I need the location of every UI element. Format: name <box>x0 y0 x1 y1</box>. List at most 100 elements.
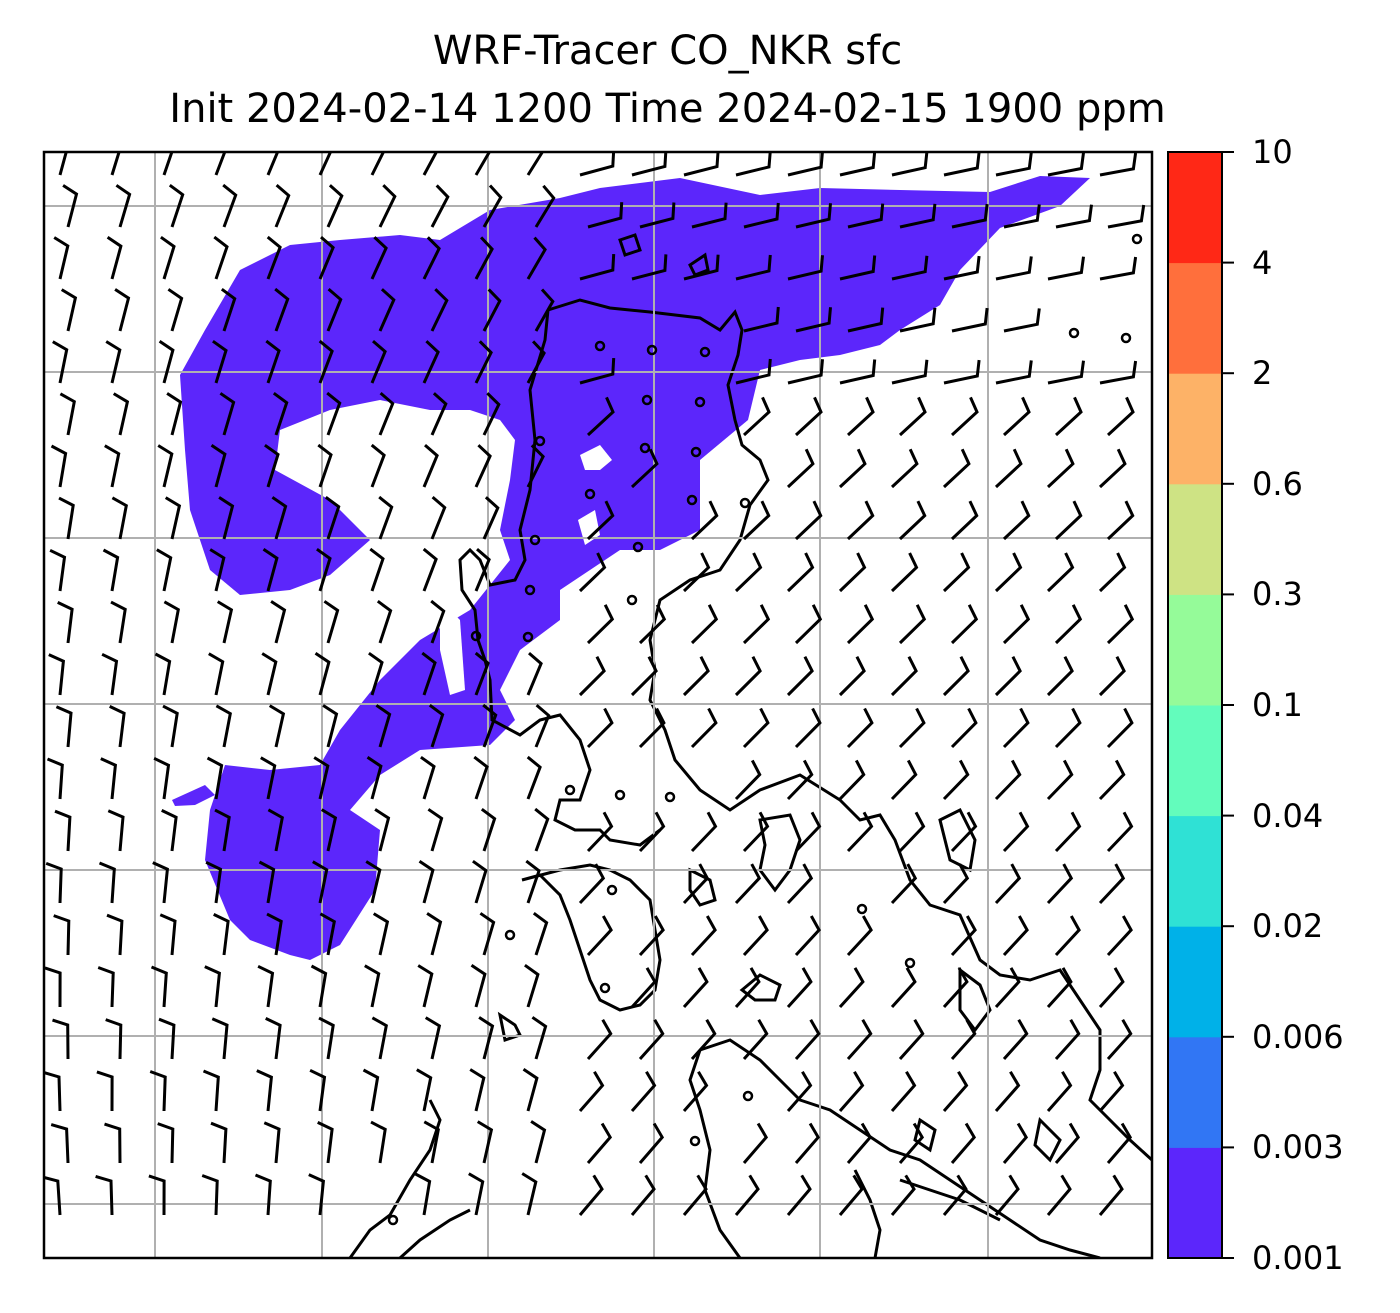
wind-barb <box>372 912 390 956</box>
wind-barb <box>430 495 447 540</box>
colorbar-tick-label: 0.6 <box>1252 464 1303 503</box>
wind-barb <box>96 1070 114 1112</box>
wind-barb <box>50 444 68 488</box>
wind-barb <box>106 236 123 280</box>
wind-barb <box>375 704 392 748</box>
wind-barb <box>370 339 387 384</box>
wind-barb <box>168 183 185 228</box>
wind-barb <box>318 152 333 176</box>
wind-barb <box>690 811 718 853</box>
wind-barb <box>890 656 918 697</box>
wind-barb <box>52 340 69 384</box>
wind-barb <box>162 704 179 748</box>
wind-barb <box>422 236 441 280</box>
wind-barb <box>1106 604 1135 645</box>
wind-barb <box>482 496 500 540</box>
wind-barb <box>426 912 443 956</box>
wind-barb <box>578 656 606 697</box>
wind-barb <box>470 964 487 1008</box>
wind-barb <box>109 705 126 748</box>
wind-barb <box>586 500 615 541</box>
calm-wind-marker <box>686 494 698 506</box>
wind-barb <box>202 1069 220 1112</box>
colorbar-segment <box>1168 705 1222 817</box>
wind-barb <box>630 967 657 1009</box>
wind-barb <box>473 755 489 800</box>
calm-wind-marker <box>646 344 658 356</box>
wind-barb <box>526 236 547 280</box>
wind-barb <box>472 859 488 904</box>
wind-barb <box>256 1069 274 1112</box>
wind-barb <box>1046 1070 1073 1112</box>
wind-barb <box>1046 1174 1072 1216</box>
wind-barb <box>267 808 284 852</box>
wind-barb <box>742 1019 769 1061</box>
wind-barb <box>1003 308 1041 333</box>
wind-barb <box>110 600 127 644</box>
wind-barb <box>1106 915 1133 957</box>
wind-barb <box>417 964 434 1008</box>
wind-barb <box>638 915 665 957</box>
wind-barb <box>1054 396 1083 437</box>
wind-barb <box>794 707 822 749</box>
wind-barb <box>521 1172 538 1216</box>
wind-barb <box>839 152 877 177</box>
wind-barb <box>263 1121 281 1164</box>
wind-barb <box>150 965 168 1008</box>
wind-barb <box>378 184 397 228</box>
wind-barb <box>994 863 1022 905</box>
wind-barb <box>639 202 676 229</box>
wind-barb <box>1098 552 1127 593</box>
wind-barb <box>1099 360 1138 385</box>
calm-wind-marker <box>584 488 596 500</box>
wind-barb <box>630 656 658 697</box>
wind-barb <box>950 500 979 541</box>
colorbar-segment <box>1168 1147 1222 1259</box>
wind-barb <box>114 288 131 332</box>
wind-barb <box>164 496 182 540</box>
wind-barb <box>786 1070 813 1112</box>
coastline <box>618 233 642 257</box>
wind-barb <box>898 500 927 541</box>
wind-barb <box>890 1174 916 1216</box>
wind-barb <box>158 340 175 384</box>
wind-barb <box>1099 256 1138 281</box>
wind-barb <box>1106 707 1134 749</box>
wind-barb <box>209 548 226 592</box>
coastline <box>913 1117 937 1153</box>
wind-barb <box>166 392 183 436</box>
wind-barb <box>691 202 728 229</box>
wind-barb <box>1107 204 1146 229</box>
wind-barb <box>208 652 225 696</box>
wind-barb <box>846 707 874 749</box>
wind-barb <box>794 915 821 957</box>
coastlines <box>348 233 1152 1258</box>
wind-barb <box>690 1019 717 1061</box>
colorbar-tick-label: 0.003 <box>1252 1128 1344 1167</box>
wind-barb <box>370 152 386 176</box>
wind-barb <box>313 756 330 800</box>
wind-barb <box>214 152 227 176</box>
calm-wind-marker <box>739 497 751 509</box>
wind-barb <box>1046 552 1075 593</box>
coastline <box>348 1099 442 1258</box>
wind-barb <box>1098 1070 1125 1112</box>
wind-barb <box>48 653 66 696</box>
wind-barb <box>482 703 498 748</box>
wind-barb <box>942 863 970 905</box>
wind-barb <box>430 599 446 644</box>
wind-barb <box>371 1016 388 1060</box>
wind-barb <box>58 152 68 176</box>
wind-barb <box>898 1019 925 1061</box>
wind-barb <box>794 396 823 437</box>
wind-barb <box>742 396 771 437</box>
wind-barb <box>1046 863 1074 905</box>
wind-barb <box>314 652 331 696</box>
wind-barb <box>365 860 382 904</box>
wind-barb <box>317 1121 334 1164</box>
wind-barb <box>54 809 72 852</box>
wind-barb <box>942 1070 969 1112</box>
calm-wind-marker <box>594 340 606 352</box>
wind-barb <box>951 203 989 229</box>
